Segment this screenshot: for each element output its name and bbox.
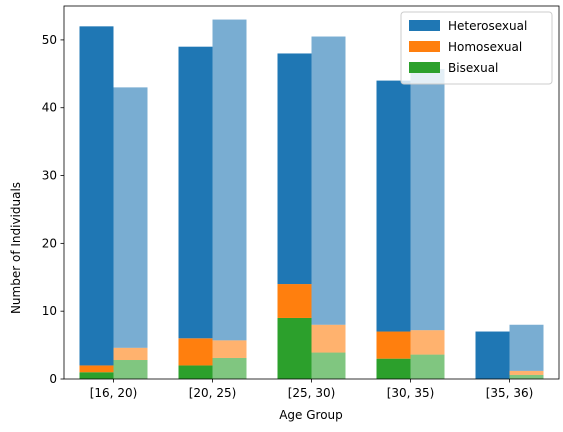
y-tick-label: 20 (42, 236, 57, 250)
y-axis-label: Number of Individuals (9, 182, 23, 314)
bar-right-bisexual-0 (113, 360, 148, 379)
bar-left-homosexual-3 (376, 331, 411, 359)
y-tick-label: 30 (42, 169, 57, 183)
axes-layer: 0 10 20 30 40 50 [16, 20) [20, 25) [25, 30) [30, … (42, 5, 560, 400)
x-tick-label: [25, 30) (288, 386, 336, 400)
legend: Heterosexual Homosexual Bisexual (400, 11, 553, 85)
bar-right-heterosexual-2 (311, 36, 346, 325)
bar-left-homosexual-2 (277, 284, 312, 318)
legend-swatch-homosexual (409, 41, 440, 52)
legend-label-heterosexual: Heterosexual (448, 19, 527, 33)
bar-left-heterosexual-3 (376, 80, 411, 332)
y-tick-label: 0 (49, 372, 57, 386)
bar-right-heterosexual-4 (509, 324, 544, 371)
y-tick-label: 10 (42, 304, 57, 318)
bar-right-heterosexual-3 (410, 69, 445, 331)
bar-left-heterosexual-4 (475, 331, 510, 379)
legend-swatch-heterosexual (409, 20, 440, 31)
bar-right-bisexual-3 (410, 354, 445, 379)
x-axis-label: Age Group (279, 408, 343, 422)
bar-right-homosexual-3 (410, 330, 445, 355)
bar-right-homosexual-0 (113, 347, 148, 361)
x-tick-label: [20, 25) (189, 386, 237, 400)
bar-left-heterosexual-1 (178, 46, 213, 339)
bar-left-bisexual-1 (178, 365, 213, 379)
x-tick-label: [30, 35) (387, 386, 435, 400)
bar-left-bisexual-0 (79, 372, 114, 379)
x-tick-label: [35, 36) (486, 386, 534, 400)
bar-left-heterosexual-0 (79, 26, 114, 366)
bar-right-heterosexual-0 (113, 87, 148, 348)
bar-right-bisexual-2 (311, 352, 346, 379)
bar-left-bisexual-3 (376, 358, 411, 379)
bar-right-homosexual-1 (212, 340, 247, 358)
bar-left-homosexual-0 (79, 365, 114, 373)
legend-swatch-bisexual (409, 62, 440, 73)
bar-left-homosexual-1 (178, 338, 213, 366)
x-tick-label: [16, 20) (90, 386, 138, 400)
bar-right-bisexual-4 (509, 374, 544, 379)
bar-left-heterosexual-2 (277, 53, 312, 285)
bars-layer (79, 19, 544, 379)
legend-label-bisexual: Bisexual (448, 61, 498, 75)
legend-label-homosexual: Homosexual (448, 40, 522, 54)
y-tick-label: 50 (42, 33, 57, 47)
bar-right-homosexual-4 (509, 370, 544, 375)
bar-right-homosexual-2 (311, 324, 346, 353)
bar-left-bisexual-2 (277, 317, 312, 379)
y-tick-label: 40 (42, 101, 57, 115)
bar-right-heterosexual-1 (212, 19, 247, 341)
bar-right-bisexual-1 (212, 357, 247, 379)
